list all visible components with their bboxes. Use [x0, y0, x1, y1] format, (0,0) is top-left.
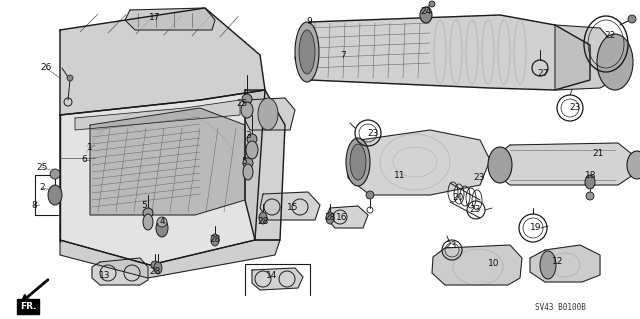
Ellipse shape	[259, 212, 267, 224]
Polygon shape	[245, 98, 295, 130]
Polygon shape	[60, 240, 280, 278]
Text: 24: 24	[420, 8, 431, 17]
Text: 27: 27	[538, 70, 548, 78]
Ellipse shape	[326, 212, 334, 224]
Ellipse shape	[420, 7, 432, 23]
Text: 28: 28	[324, 213, 336, 222]
Ellipse shape	[211, 234, 219, 246]
Polygon shape	[348, 130, 490, 195]
Text: 4: 4	[159, 218, 165, 226]
Polygon shape	[432, 245, 522, 285]
Ellipse shape	[242, 94, 252, 104]
Text: FR.: FR.	[20, 302, 36, 311]
Text: 18: 18	[585, 172, 596, 181]
Ellipse shape	[585, 175, 595, 189]
Polygon shape	[60, 8, 265, 115]
Text: 20: 20	[452, 194, 464, 203]
Ellipse shape	[299, 30, 315, 74]
Text: 6: 6	[81, 155, 87, 165]
Ellipse shape	[366, 191, 374, 199]
Text: 16: 16	[336, 213, 348, 222]
Text: 11: 11	[394, 170, 406, 180]
Text: 10: 10	[488, 258, 500, 268]
Ellipse shape	[627, 151, 640, 179]
Text: 21: 21	[592, 149, 604, 158]
Text: 28: 28	[257, 218, 269, 226]
Text: 23: 23	[445, 241, 457, 249]
Text: 2: 2	[39, 183, 45, 192]
Polygon shape	[530, 245, 600, 282]
Polygon shape	[295, 15, 590, 90]
Polygon shape	[75, 100, 240, 130]
Text: 12: 12	[552, 257, 564, 266]
Text: 28: 28	[209, 235, 221, 244]
Ellipse shape	[50, 169, 60, 179]
Ellipse shape	[346, 138, 370, 186]
Text: 17: 17	[149, 13, 161, 23]
Text: 9: 9	[306, 18, 312, 26]
Text: 8: 8	[31, 202, 37, 211]
Polygon shape	[260, 192, 320, 220]
Polygon shape	[326, 206, 368, 228]
Text: 23: 23	[570, 103, 580, 113]
Ellipse shape	[48, 185, 62, 205]
Ellipse shape	[156, 219, 168, 237]
Ellipse shape	[597, 34, 633, 90]
Ellipse shape	[247, 134, 257, 144]
Ellipse shape	[241, 102, 253, 118]
Ellipse shape	[154, 262, 162, 274]
Polygon shape	[252, 268, 303, 290]
Text: 23: 23	[474, 174, 484, 182]
Polygon shape	[125, 8, 215, 30]
Ellipse shape	[540, 251, 556, 279]
Text: 5: 5	[141, 201, 147, 210]
Text: SV43 B0100B: SV43 B0100B	[535, 303, 586, 313]
Text: 13: 13	[99, 271, 111, 279]
Text: 26: 26	[40, 63, 52, 72]
Polygon shape	[555, 25, 615, 90]
Ellipse shape	[586, 192, 594, 200]
Text: 28: 28	[149, 268, 161, 277]
Text: 1: 1	[87, 144, 93, 152]
Text: 25: 25	[236, 100, 248, 108]
Ellipse shape	[143, 208, 153, 218]
Ellipse shape	[243, 158, 253, 168]
Text: 22: 22	[604, 32, 616, 41]
Text: 23: 23	[367, 129, 379, 137]
Text: 15: 15	[287, 203, 299, 211]
Ellipse shape	[243, 164, 253, 180]
Ellipse shape	[143, 214, 153, 230]
Text: 19: 19	[531, 224, 541, 233]
Text: 7: 7	[340, 50, 346, 60]
Text: 23: 23	[469, 205, 481, 214]
Ellipse shape	[67, 75, 73, 81]
Polygon shape	[60, 90, 265, 265]
Ellipse shape	[151, 261, 159, 269]
Text: 5: 5	[241, 158, 247, 167]
Polygon shape	[497, 143, 633, 185]
Polygon shape	[245, 90, 285, 240]
Ellipse shape	[429, 1, 435, 7]
Ellipse shape	[258, 98, 278, 130]
Text: 3: 3	[245, 130, 251, 139]
Ellipse shape	[628, 15, 636, 23]
Ellipse shape	[295, 22, 319, 82]
Ellipse shape	[488, 147, 512, 183]
Ellipse shape	[246, 141, 258, 159]
Ellipse shape	[157, 217, 167, 227]
Text: 14: 14	[266, 271, 278, 279]
Ellipse shape	[350, 144, 366, 180]
Polygon shape	[92, 258, 148, 285]
Polygon shape	[90, 108, 245, 215]
Text: 25: 25	[36, 162, 48, 172]
